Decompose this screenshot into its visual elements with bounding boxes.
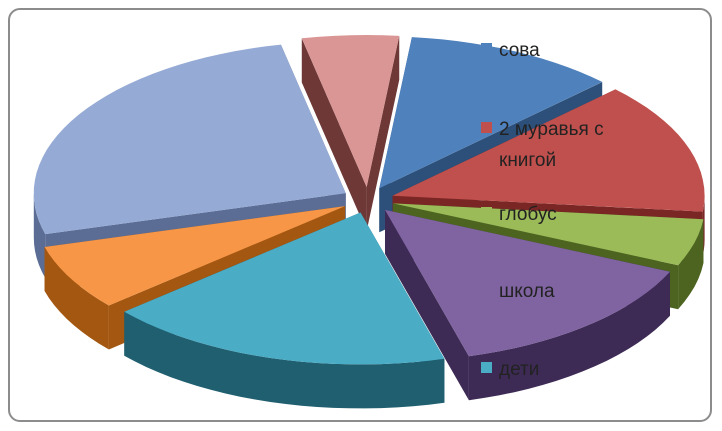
slice-7-wall-1: [366, 35, 400, 232]
slice-7-top: [301, 35, 400, 188]
slice-5-outer-side-0: [44, 247, 109, 350]
slice-5-top: [44, 206, 346, 306]
slice-2-top: [393, 203, 704, 266]
legend-item-2: глобус: [481, 204, 557, 225]
legend-label: глобус: [499, 204, 557, 225]
slices-layer: [33, 35, 705, 409]
legend-item-3: школа: [481, 281, 555, 302]
slice-6-outer-side-0: [33, 193, 46, 279]
slice-7-wall-0: [301, 38, 367, 232]
legend-swatch: [481, 207, 492, 218]
legend-label: 2 муравья с: [499, 119, 604, 140]
pie-slice-7: [301, 35, 400, 232]
legend-label: дети: [499, 359, 539, 380]
legend-swatch: [481, 43, 492, 54]
pie-slice-3: [384, 209, 671, 401]
slice-3-top: [384, 209, 670, 357]
slice-4-top: [124, 212, 445, 365]
slice-6-top: [33, 44, 346, 235]
legend-item-0: сова: [481, 40, 540, 61]
slice-3-outer-side-0: [468, 271, 670, 401]
slice-2-outer-side-0: [678, 219, 704, 310]
slice-4-outer-side-0: [124, 311, 445, 409]
legend-swatch: [481, 362, 492, 373]
legend: сова 2 муравья с книгой глобус школа дети: [481, 40, 604, 380]
legend-swatch: [481, 284, 492, 295]
legend-label: школа: [499, 281, 555, 302]
legend-label: сова: [499, 40, 540, 61]
slice-3-wall-1: [384, 209, 469, 401]
legend-item-1: 2 муравья с книгой: [481, 119, 604, 171]
slice-0-top: [379, 37, 603, 189]
pie-slice-4: [124, 212, 445, 409]
legend-item-4: дети: [481, 359, 539, 380]
legend-swatch: [481, 122, 492, 133]
slice-1-top: [392, 89, 705, 212]
legend-label: книгой: [499, 150, 556, 171]
